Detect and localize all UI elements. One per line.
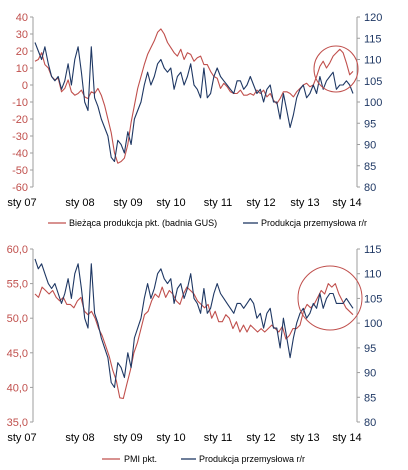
right-tick-label: 110 xyxy=(364,269,382,281)
x-tick-label: sty 12 xyxy=(246,197,275,209)
left-tick-label: -60 xyxy=(12,182,28,194)
right-tick-label: 115 xyxy=(364,33,382,45)
left-tick-label: 40 xyxy=(16,12,28,24)
right-tick-label: 95 xyxy=(364,343,376,355)
left-tick-label: 45,0 xyxy=(7,348,28,360)
x-tick-label: sty 13 xyxy=(290,432,319,444)
left-tick-label: -30 xyxy=(12,131,28,143)
right-tick-label: 120 xyxy=(364,12,382,24)
right-tick-label: 95 xyxy=(364,118,376,130)
chart-top: 403020100-10-20-30-40-50-601201151101051… xyxy=(7,12,382,228)
right-tick-label: 80 xyxy=(364,182,376,194)
x-tick-label: sty 10 xyxy=(156,432,185,444)
x-tick-label: sty 08 xyxy=(65,197,94,209)
series-line-primary xyxy=(34,28,354,164)
left-tick-label: 20 xyxy=(16,46,28,58)
highlight-ellipse xyxy=(313,45,359,93)
left-tick-label: -50 xyxy=(12,165,28,177)
left-tick-label: 50,0 xyxy=(7,313,28,325)
x-tick-label: sty 11 xyxy=(204,197,233,209)
x-tick-label: sty 09 xyxy=(113,432,142,444)
right-tick-label: 90 xyxy=(364,368,376,380)
left-tick-label: -20 xyxy=(12,114,28,126)
series-line-primary xyxy=(34,283,354,400)
left-tick-label: 55,0 xyxy=(7,279,28,291)
right-tick-label: 90 xyxy=(364,140,376,152)
x-tick-label: sty 14 xyxy=(332,197,361,209)
left-tick-label: 40,0 xyxy=(7,382,28,394)
left-tick-label: 60,0 xyxy=(7,244,28,256)
right-tick-label: 100 xyxy=(364,97,382,109)
x-tick-label: sty 08 xyxy=(65,432,94,444)
x-tick-label: sty 07 xyxy=(7,197,36,209)
right-tick-label: 85 xyxy=(364,392,376,404)
x-tick-label: sty 09 xyxy=(113,197,142,209)
left-tick-label: 30 xyxy=(16,29,28,41)
right-tick-label: 110 xyxy=(364,55,382,67)
right-tick-label: 105 xyxy=(364,76,382,88)
x-tick-label: sty 11 xyxy=(204,432,233,444)
right-tick-label: 105 xyxy=(364,293,382,305)
legend-label: PMI pkt. xyxy=(124,454,157,464)
series-line-industrial-production xyxy=(34,42,354,163)
right-tick-label: 85 xyxy=(364,161,376,173)
legend-label: Produkcja przemysłowa r/r xyxy=(199,454,305,464)
series-line-industrial-production xyxy=(34,258,354,388)
x-tick-label: sty 10 xyxy=(156,197,185,209)
x-tick-label: sty 14 xyxy=(332,432,361,444)
left-tick-label: 0 xyxy=(22,80,28,92)
right-tick-label: 115 xyxy=(364,244,382,256)
left-tick-label: 10 xyxy=(16,63,28,75)
left-tick-label: -40 xyxy=(12,148,28,160)
x-tick-label: sty 12 xyxy=(246,432,275,444)
x-tick-label: sty 07 xyxy=(7,432,36,444)
right-tick-label: 80 xyxy=(364,417,376,429)
left-tick-label: -10 xyxy=(12,97,28,109)
x-tick-label: sty 13 xyxy=(290,197,319,209)
highlight-ellipse xyxy=(297,265,363,331)
left-tick-label: 35,0 xyxy=(7,417,28,429)
legend-label: Produkcja przemysłowa r/r xyxy=(261,218,367,228)
legend-label: Bieżąca produkcja pkt. (badnia GUS) xyxy=(69,218,217,228)
chart-bottom: 60,0 55,0 50,0 45,0 40,0 35,0 115 110 105 100 95 90… xyxy=(7,244,383,464)
right-tick-label: 100 xyxy=(364,318,382,330)
